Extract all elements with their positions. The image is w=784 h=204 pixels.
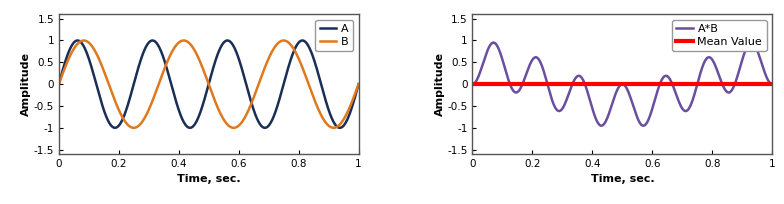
Line: A*B: A*B xyxy=(473,43,772,126)
A xyxy=(290,47,299,50)
B xyxy=(70,47,79,50)
Y-axis label: Amplitude: Amplitude xyxy=(21,52,31,116)
A xyxy=(354,83,363,85)
A*B xyxy=(468,83,477,85)
A xyxy=(54,83,64,85)
B xyxy=(229,127,238,129)
Line: A: A xyxy=(59,40,358,128)
A xyxy=(345,112,354,114)
Line: B: B xyxy=(59,40,358,128)
A*B xyxy=(597,124,606,127)
X-axis label: Time, sec.: Time, sec. xyxy=(590,174,654,184)
B xyxy=(354,83,363,85)
A*B xyxy=(614,86,623,89)
B xyxy=(192,53,201,56)
A*B xyxy=(704,56,713,59)
A*B xyxy=(483,49,492,51)
A xyxy=(200,97,209,100)
A xyxy=(335,127,344,129)
A*B xyxy=(759,69,768,71)
Y-axis label: Amplitude: Amplitude xyxy=(434,52,445,116)
X-axis label: Time, sec.: Time, sec. xyxy=(177,174,241,184)
A xyxy=(192,120,201,122)
B xyxy=(200,72,209,75)
B xyxy=(179,39,188,42)
B xyxy=(346,105,355,107)
B xyxy=(345,105,354,108)
A xyxy=(73,39,82,42)
A xyxy=(346,111,355,114)
A*B xyxy=(759,68,768,71)
B xyxy=(290,50,299,53)
Legend: A, B: A, B xyxy=(315,20,353,51)
B xyxy=(54,83,64,85)
A*B xyxy=(606,108,615,110)
A*B xyxy=(488,41,498,44)
Legend: A*B, Mean Value: A*B, Mean Value xyxy=(672,20,767,51)
A*B xyxy=(768,83,777,85)
A xyxy=(70,41,79,43)
